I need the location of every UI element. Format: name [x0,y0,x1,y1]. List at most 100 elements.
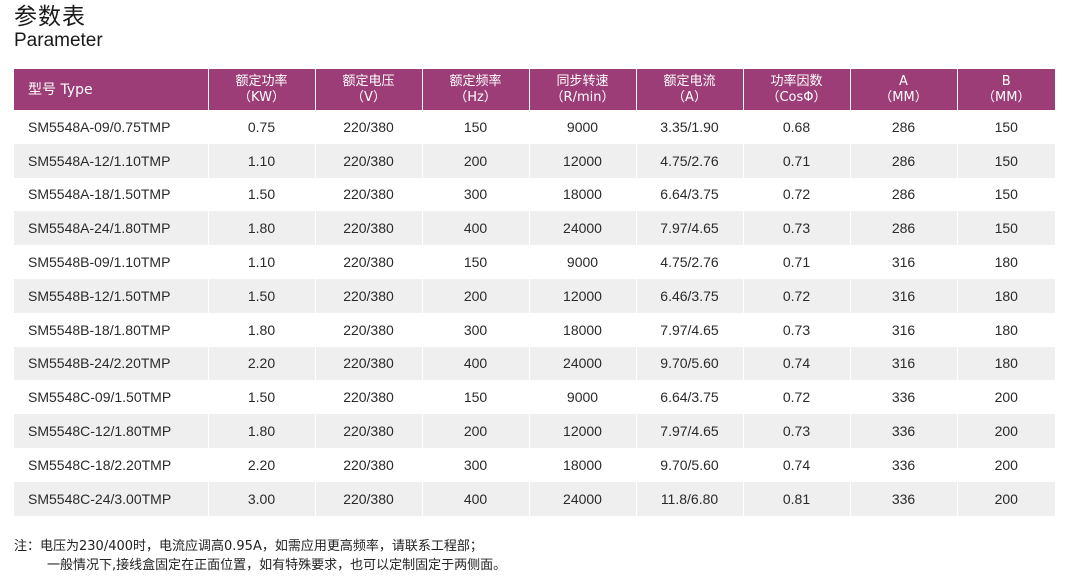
header-row: 型号 Type 额定功率 （KW） 额定电压 （V） 额定频率 （Hz） 同步转… [14,69,1055,110]
table-row: SM5548A-09/0.75TMP 0.75 220/380 150 9000 3.35… [14,110,1055,144]
table-row: SM5548B-12/1.50TMP 1.50 220/380 200 12000 6.4… [14,278,1055,313]
table-row: SM5548A-18/1.50TMP 1.50 220/380 300 18000 6.6… [14,177,1055,212]
voltage-cell: 220/380 [315,245,423,279]
frequency-cell: 200 [422,143,530,178]
table-row: SM5548C-09/1.50TMP 1.50 220/380 150 9000 6.64… [14,380,1055,415]
voltage-cell: 220/380 [315,346,423,381]
frequency-cell: 400 [422,211,530,246]
type-cell: SM5548C-18/2.20TMP [14,447,209,482]
dimension-a-cell: 286 [850,211,958,246]
dimension-a-cell: 336 [850,481,958,516]
header-label: 额定电压 [342,74,395,89]
type-cell: SM5548A-18/1.50TMP [14,177,209,212]
header-label: 同步转速 [556,74,609,89]
dimension-a-cell: 286 [850,177,958,212]
speed-cell: 9000 [529,110,637,144]
dimension-b-cell: 150 [957,177,1055,212]
voltage-cell: 220/380 [315,380,423,415]
type-cell: SM5548A-12/1.10TMP [14,143,209,178]
header-dimension-a: A （MM） [850,69,958,110]
speed-cell: 9000 [529,245,637,279]
power-cell: 1.80 [208,414,316,448]
voltage-cell: 220/380 [315,177,423,212]
header-type: 型号 Type [14,69,209,110]
dimension-a-cell: 316 [850,245,958,279]
type-cell: SM5548A-09/0.75TMP [14,110,209,144]
table-row: SM5548B-09/1.10TMP 1.10 220/380 150 9000 4.75… [14,245,1055,279]
type-cell: SM5548C-24/3.00TMP [14,481,209,516]
power-factor-cell: 0.71 [743,245,851,279]
dimension-b-cell: 180 [957,312,1055,347]
current-cell: 6.64/3.75 [636,177,744,212]
power-factor-cell: 0.74 [743,346,851,381]
header-power-factor: 功率因数 （CosΦ） [743,69,851,110]
table-row: SM5548C-24/3.00TMP 3.00 220/380 400 24000 11.… [14,481,1055,516]
dimension-a-cell: 336 [850,414,958,448]
power-cell: 1.80 [208,312,316,347]
header-unit: （KW） [238,90,285,105]
header-label: 额定频率 [449,74,502,89]
current-cell: 7.97/4.65 [636,211,744,246]
speed-cell: 18000 [529,447,637,482]
power-cell: 2.20 [208,447,316,482]
dimension-b-cell: 180 [957,346,1055,381]
current-cell: 7.97/4.65 [636,312,744,347]
table-row: SM5548A-24/1.80TMP 1.80 220/380 400 24000 7.9… [14,211,1055,246]
header-unit: （A） [672,90,707,105]
dimension-b-cell: 200 [957,481,1055,516]
dimension-a-cell: 316 [850,278,958,313]
speed-cell: 12000 [529,414,637,448]
header-label: A [899,74,908,89]
speed-cell: 18000 [529,177,637,212]
header-label: 额定电流 [663,74,716,89]
voltage-cell: 220/380 [315,143,423,178]
current-cell: 4.75/2.76 [636,143,744,178]
parameter-table: 型号 Type 额定功率 （KW） 额定电压 （V） 额定频率 （Hz） 同步转… [14,69,1055,516]
power-factor-cell: 0.72 [743,278,851,313]
dimension-a-cell: 286 [850,143,958,178]
power-factor-cell: 0.73 [743,211,851,246]
type-cell: SM5548B-09/1.10TMP [14,245,209,279]
power-cell: 1.10 [208,245,316,279]
frequency-cell: 300 [422,447,530,482]
power-cell: 3.00 [208,481,316,516]
current-cell: 4.75/2.76 [636,245,744,279]
dimension-a-cell: 286 [850,110,958,144]
frequency-cell: 300 [422,177,530,212]
power-factor-cell: 0.73 [743,414,851,448]
dimension-b-cell: 150 [957,110,1055,144]
speed-cell: 24000 [529,346,637,381]
current-cell: 11.8/6.80 [636,481,744,516]
dimension-b-cell: 180 [957,245,1055,279]
power-cell: 1.50 [208,278,316,313]
frequency-cell: 150 [422,245,530,279]
power-factor-cell: 0.73 [743,312,851,347]
power-cell: 1.80 [208,211,316,246]
note-line-2: 一般情况下,接线盒固定在正面位置，如有特殊要求，也可以定制固定于两侧面。 [47,558,507,573]
power-cell: 0.75 [208,110,316,144]
frequency-cell: 400 [422,346,530,381]
dimension-b-cell: 200 [957,414,1055,448]
table-row: SM5548A-12/1.10TMP 1.10 220/380 200 12000 4.7… [14,143,1055,178]
power-factor-cell: 0.71 [743,143,851,178]
header-unit: （MM） [879,90,928,105]
speed-cell: 18000 [529,312,637,347]
voltage-cell: 220/380 [315,110,423,144]
power-cell: 1.10 [208,143,316,178]
power-factor-cell: 0.81 [743,481,851,516]
voltage-cell: 220/380 [315,278,423,313]
header-label: 额定功率 [235,74,288,89]
header-label: 型号 Type [28,81,93,98]
frequency-cell: 200 [422,414,530,448]
speed-cell: 24000 [529,211,637,246]
type-cell: SM5548B-24/2.20TMP [14,346,209,381]
current-cell: 9.70/5.60 [636,447,744,482]
header-rated-frequency: 额定频率 （Hz） [422,69,530,110]
header-dimension-b: B （MM） [957,69,1055,110]
power-factor-cell: 0.72 [743,177,851,212]
current-cell: 6.46/3.75 [636,278,744,313]
frequency-cell: 200 [422,278,530,313]
power-factor-cell: 0.74 [743,447,851,482]
table-row: SM5548B-24/2.20TMP 2.20 220/380 400 24000 9.7… [14,346,1055,381]
header-unit: （MM） [982,90,1031,105]
